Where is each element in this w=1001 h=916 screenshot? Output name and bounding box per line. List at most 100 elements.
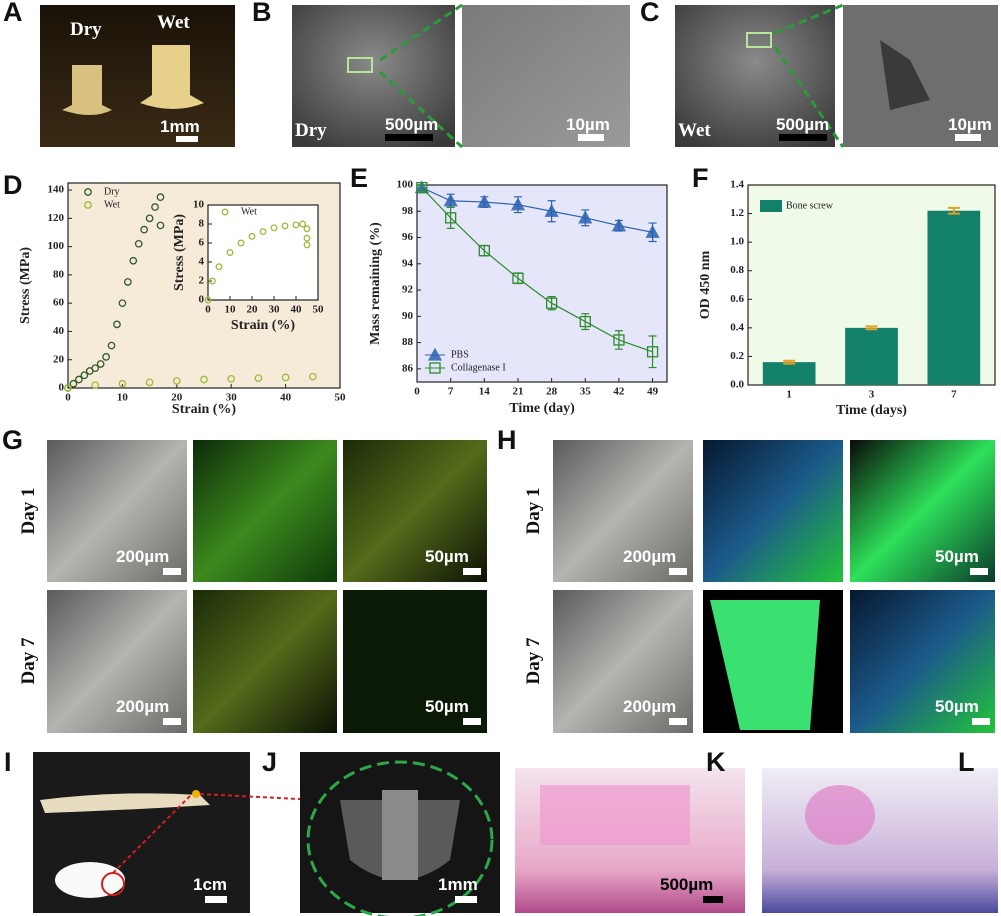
x-axis-label: Time (day) <box>509 401 575 416</box>
y-axis-label: OD 450 nm <box>698 250 713 319</box>
data-point <box>512 272 524 284</box>
panel-h-images <box>553 440 995 733</box>
row-label: Day 7 <box>523 637 544 684</box>
data-point <box>156 193 165 201</box>
x-tick-label: 0 <box>205 304 211 316</box>
y-tick-label: 1.2 <box>730 207 744 219</box>
y-tick-label: 140 <box>48 184 65 196</box>
y-tick-label: 20 <box>53 353 65 365</box>
data-point <box>613 334 625 346</box>
y-tick-label: 0.4 <box>730 321 744 333</box>
panel-letter: J <box>262 747 277 777</box>
x-tick-label: 30 <box>269 304 281 316</box>
data-point <box>91 364 100 373</box>
panel-g-images <box>47 440 487 733</box>
data-point <box>443 193 458 207</box>
data-point <box>645 224 660 238</box>
plot-area <box>207 204 319 301</box>
error-bar <box>648 335 657 369</box>
legend-swatch <box>760 200 782 212</box>
data-point <box>208 277 216 285</box>
x-tick-label: 40 <box>291 304 303 316</box>
y-tick-label: 0.2 <box>730 350 744 362</box>
panel-c-images <box>675 3 998 148</box>
y-tick-label: 120 <box>48 212 65 224</box>
error-bar <box>614 330 623 350</box>
scale-label: 1cm <box>193 875 227 894</box>
data-point <box>478 245 490 257</box>
data-point <box>118 379 127 388</box>
x-tick-label: 50 <box>335 392 347 404</box>
x-tick-label: 1 <box>786 389 792 401</box>
data-point <box>102 353 110 361</box>
data-point <box>578 210 593 224</box>
data-point <box>113 320 121 329</box>
data-point <box>646 346 659 358</box>
panel-letter: H <box>497 425 517 455</box>
panel-letter: D <box>3 170 23 200</box>
panel-b-images <box>292 3 630 149</box>
panel-k-image <box>515 768 745 913</box>
x-tick-label: 10 <box>225 304 237 316</box>
y-tick-label: 6 <box>199 237 205 249</box>
image-label: Dry <box>295 120 327 141</box>
x-tick-label: 28 <box>546 386 558 398</box>
legend-label: Wet <box>241 206 257 217</box>
x-tick-label: 50 <box>313 304 325 316</box>
data-point <box>303 241 311 249</box>
x-axis-label: Strain (%) <box>231 318 296 333</box>
scale-label: 50µm <box>425 697 469 716</box>
bar <box>762 362 816 385</box>
error-bar <box>446 206 455 229</box>
y-tick-label: 2 <box>199 275 205 287</box>
data-point <box>544 203 559 217</box>
data-point <box>145 378 154 387</box>
y-tick-label: 92 <box>402 284 414 296</box>
y-tick-label: 0 <box>199 294 205 306</box>
legend-marker <box>221 208 229 216</box>
legend-label: Dry <box>104 186 120 197</box>
scale-label: 200µm <box>623 547 676 566</box>
panel-letter: I <box>4 747 12 777</box>
panel-letter: C <box>640 0 660 27</box>
y-tick-label: 60 <box>53 297 65 309</box>
legend-label: PBS <box>451 349 469 360</box>
data-point <box>237 239 245 247</box>
legend-marker <box>84 188 92 196</box>
y-tick-label: 90 <box>402 310 414 322</box>
legend-label: Bone screw <box>786 200 834 211</box>
data-point <box>281 222 289 230</box>
panel-letter: A <box>3 0 23 27</box>
bar <box>845 327 898 385</box>
scale-label: 50µm <box>935 547 979 566</box>
data-point <box>215 263 223 271</box>
y-tick-label: 96 <box>402 231 414 243</box>
scale-label: 50µm <box>935 697 979 716</box>
data-point <box>299 220 307 228</box>
y-tick-label: 0.0 <box>730 379 744 391</box>
data-point <box>611 218 627 232</box>
error-bar <box>783 359 796 365</box>
scale-label: 200µm <box>623 697 676 716</box>
error-bar <box>865 325 878 331</box>
legend-label: Collagenase I <box>451 362 506 373</box>
data-point <box>156 221 165 230</box>
data-point <box>308 372 317 381</box>
data-point <box>227 374 236 383</box>
data-point <box>75 375 83 384</box>
data-point <box>226 249 234 256</box>
x-tick-label: 30 <box>226 392 238 404</box>
data-point <box>172 377 181 385</box>
y-tick-label: 4 <box>199 256 205 268</box>
data-point <box>416 181 428 194</box>
x-tick-label: 14 <box>479 386 491 398</box>
data-point <box>151 203 159 211</box>
y-axis-label: Stress (MPa) <box>172 214 187 291</box>
y-tick-label: 100 <box>397 179 414 191</box>
image-label: Wet <box>678 120 711 141</box>
data-point <box>303 234 311 242</box>
data-point <box>80 371 89 380</box>
scale-label: 200µm <box>116 697 169 716</box>
data-point <box>254 374 263 382</box>
